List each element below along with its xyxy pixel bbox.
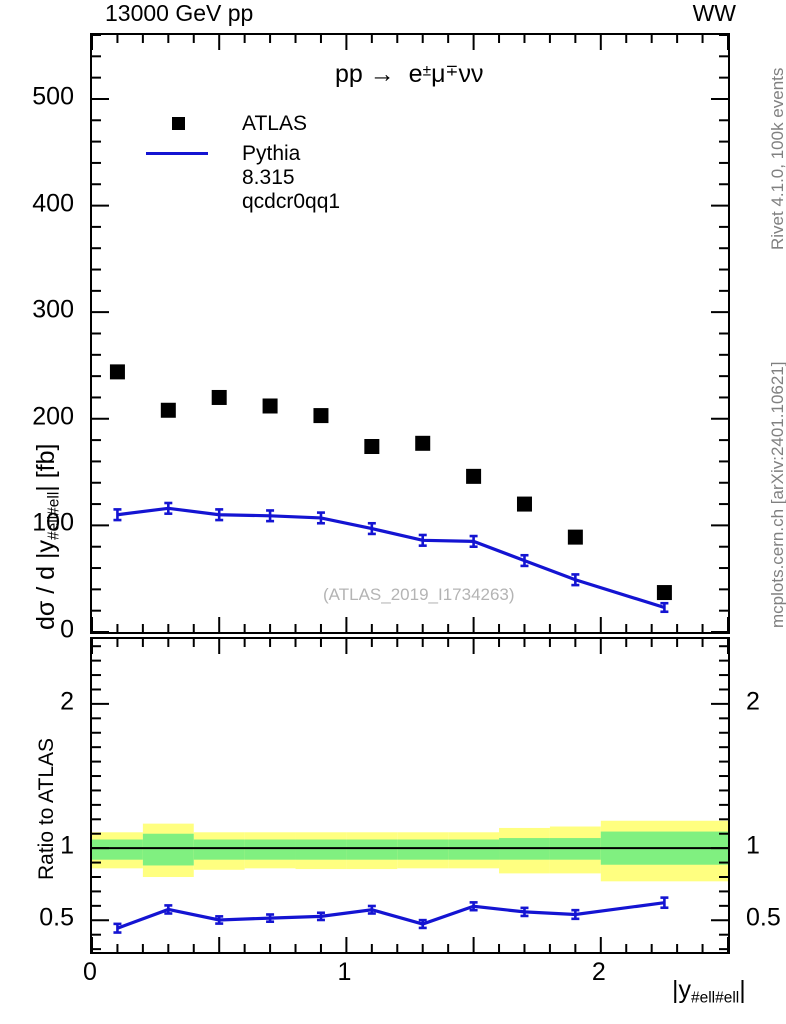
main-y-tick-label: 0 (60, 615, 74, 644)
x-axis-title-subscript: #ell#ell (691, 989, 740, 1007)
x-tick-label: 2 (591, 958, 606, 986)
x-tick-label: 0 (83, 958, 97, 986)
ratio-plot-svg (92, 639, 728, 952)
data-point-marker (516, 496, 532, 512)
main-y-axis-title: dσ / d |y#ell#ell| [fb] (32, 443, 63, 630)
uncertainty-band-inner (346, 839, 398, 860)
data-point-marker (211, 389, 227, 405)
x-axis-title-post: | (739, 976, 746, 1004)
uncertainty-band-inner (295, 839, 347, 860)
main-y-tick-labels: 0 100 200 300 400 500 (0, 33, 84, 643)
ratio-y-axis-title: Ratio to ATLAS (35, 737, 58, 880)
uncertainty-band-inner (244, 839, 296, 860)
ratio-y-tick-label-right: 2 (746, 687, 760, 716)
analysis-watermark: (ATLAS_2019_I1734263) (323, 585, 515, 604)
ratio-y-tick-label-right: 1 (746, 831, 760, 860)
uncertainty-band-inner (142, 833, 194, 866)
data-point-marker (160, 402, 176, 418)
legend-label-pythia: Pythia 8.315 qcdcr0qq1 (242, 142, 341, 213)
data-point-marker (656, 585, 672, 601)
header-process-label: WW (692, 0, 736, 26)
data-point-marker (313, 408, 329, 424)
x-axis-title-pre: |y (672, 976, 691, 1004)
main-y-tick-label: 400 (32, 189, 74, 218)
legend-marker-square-icon (140, 108, 236, 138)
ratio-y-tick-label-right: 0.5 (746, 903, 781, 932)
process-electron-charge: ± (422, 62, 432, 80)
ratio-y-tick-label-left: 1 (60, 831, 74, 860)
ratio-y-tick-label-left: 2 (60, 687, 74, 716)
main-y-axis-title-subscript: #ell#ell (45, 491, 63, 540)
main-plot-svg (92, 35, 728, 632)
mcplots-source-note: mcplots.cern.ch [arXiv:2401.10621] (768, 361, 786, 628)
x-axis-title: |y#ell#ell| (672, 978, 746, 1006)
process-annotation: pp → e±μ∓νν (335, 62, 484, 87)
process-arrow-icon: → (369, 60, 395, 88)
main-y-tick-label: 200 (32, 402, 74, 431)
data-point-marker (364, 439, 380, 455)
data-point-marker (262, 398, 278, 414)
x-tick-label: 1 (337, 958, 352, 986)
ratio-y-tick-label-left: 0.5 (39, 903, 74, 932)
process-electron: e (408, 60, 423, 88)
process-muon-charge: ∓ (445, 62, 459, 80)
main-plot-area (92, 35, 728, 632)
main-y-tick-label: 500 (32, 82, 74, 111)
uncertainty-band-inner (193, 839, 245, 860)
uncertainty-band-inner (397, 839, 449, 860)
main-y-tick-label: 300 (32, 295, 74, 324)
uncertainty-band-inner (92, 839, 143, 860)
legend-marker-line-icon (140, 138, 236, 168)
data-point-marker (567, 529, 583, 545)
ratio-plot-area (92, 639, 728, 952)
process-pp: pp (335, 60, 363, 88)
data-point-marker (415, 435, 431, 451)
main-y-axis-title-pre: dσ / d |y (32, 539, 60, 630)
data-point-marker (466, 468, 482, 484)
ratio-plot-panel (90, 637, 730, 954)
legend-label-atlas: ATLAS (242, 112, 307, 135)
header-beam-label: 13000 GeV pp (105, 0, 254, 26)
process-muon: μ (431, 60, 446, 88)
main-y-tick-label: 100 (32, 508, 74, 537)
main-plot-panel (90, 33, 730, 634)
rivet-version-note: Rivet 4.1.0, 100k events (768, 67, 786, 250)
ratio-y-tick-labels-right: 0.5 1 2 (736, 637, 786, 954)
ratio-curve (116, 901, 665, 930)
process-neutrinos: νν (458, 60, 484, 88)
main-y-axis-title-post: | [fb] (32, 443, 60, 492)
uncertainty-band-inner (448, 839, 500, 860)
x-tick-labels: 0 1 2 (83, 958, 730, 990)
ratio-y-tick-labels-left: 0.5 1 2 (0, 637, 84, 954)
data-point-marker (109, 364, 125, 380)
